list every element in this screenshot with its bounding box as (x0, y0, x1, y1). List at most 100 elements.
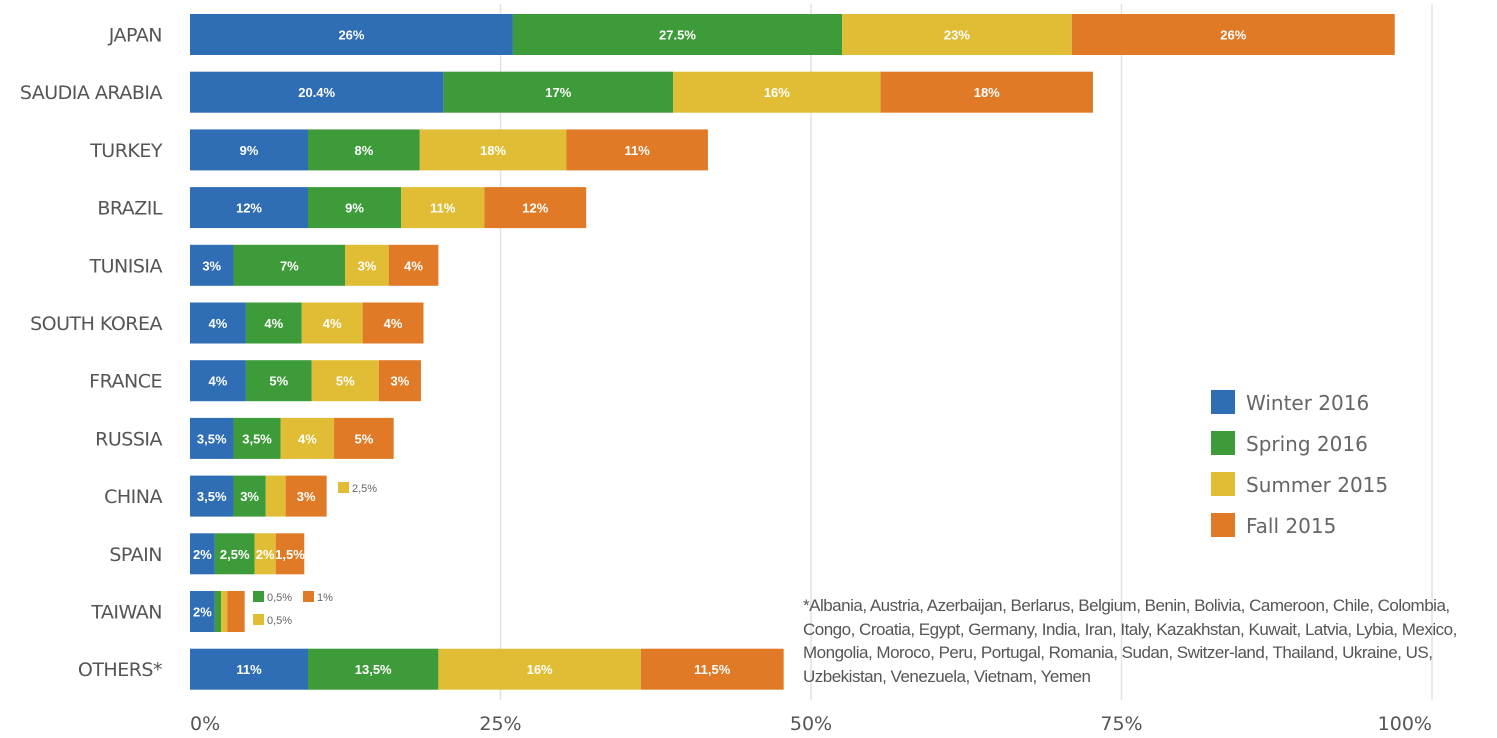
bar-segment (378, 360, 422, 402)
bar-segment (190, 417, 234, 459)
bar-segment (190, 591, 215, 632)
data-label: 11% (430, 201, 456, 216)
bar-segment (388, 244, 439, 286)
category-label: TAIWAN (90, 602, 162, 624)
category-label: SOUTH KOREA (30, 313, 162, 335)
x-tick-label: 75% (1100, 713, 1142, 735)
data-label: 3,5% (197, 431, 227, 446)
bar-segment (245, 360, 312, 402)
footnote: *Albania, Austria, Azerbaijan, Berlarus,… (803, 596, 1457, 686)
data-label: 16% (527, 662, 553, 677)
annotation-swatch (338, 482, 349, 493)
category-label: BRAZIL (97, 198, 163, 220)
bar-segment (190, 244, 234, 286)
legend-swatch (1211, 472, 1235, 496)
bar-segment (438, 648, 641, 690)
data-label: 2% (193, 605, 212, 620)
legend-item: Winter 2016 (1246, 391, 1369, 415)
bar-segment (345, 244, 389, 286)
data-label: 18% (480, 143, 506, 158)
data-label: 4% (298, 431, 317, 446)
legend-swatch (1211, 390, 1235, 414)
data-label: 17% (545, 85, 571, 100)
category-label: TURKEY (89, 140, 163, 162)
data-label: 4% (209, 374, 228, 389)
bar-segment (265, 475, 286, 517)
bar-segment (190, 14, 513, 55)
data-label: 3% (390, 374, 409, 389)
bar-segment (214, 533, 255, 575)
data-label: 3,5% (242, 431, 272, 446)
bar-segment (443, 71, 674, 113)
bar-segment (254, 533, 276, 575)
data-label: 4% (323, 316, 342, 331)
x-tick-label: 0% (190, 713, 220, 735)
data-label: 23% (944, 28, 970, 43)
data-label: 2,5% (220, 547, 250, 562)
data-label: 26% (338, 28, 364, 43)
bar-segment (190, 302, 246, 344)
bar-segment (307, 187, 402, 229)
legend-item: Spring 2016 (1246, 432, 1368, 456)
bar-segment (233, 475, 266, 517)
bar-segment (245, 302, 302, 344)
legend-swatch (1211, 513, 1235, 537)
data-label: 11% (236, 662, 262, 677)
data-label: 3,5% (197, 489, 227, 504)
bar-segment (1071, 14, 1395, 55)
data-label: 3% (297, 489, 316, 504)
bar-segment (311, 360, 379, 402)
x-tick-label: 25% (479, 713, 521, 735)
data-label: 3% (240, 489, 259, 504)
data-label: 27.5% (659, 28, 696, 43)
category-label: CHINA (104, 486, 162, 508)
data-label: 20.4% (298, 85, 335, 100)
data-label: 11% (624, 143, 650, 158)
bar-segment (190, 648, 308, 690)
category-label: TUNISIA (89, 255, 163, 277)
legend-swatch (1211, 431, 1235, 455)
legend-item: Summer 2015 (1246, 473, 1388, 497)
bar-segment (190, 475, 234, 517)
data-label: 12% (522, 201, 548, 216)
legend-item: Fall 2015 (1246, 514, 1336, 538)
bar-segment (275, 533, 305, 575)
bar-segment (362, 302, 424, 344)
category-label: SPAIN (109, 544, 162, 566)
data-label: 8% (354, 143, 373, 158)
annotation-swatch (303, 591, 314, 602)
bar-segment (640, 648, 784, 690)
data-label: 5% (354, 431, 373, 446)
data-label: 4% (404, 258, 423, 273)
bar-segment (190, 129, 308, 171)
data-label: 12% (236, 201, 262, 216)
x-tick-label: 50% (790, 713, 832, 735)
bar-segment (334, 417, 394, 459)
bar-segment (280, 417, 335, 459)
data-label: 3% (358, 258, 377, 273)
bar-segment (285, 475, 327, 517)
data-label: 3% (202, 258, 221, 273)
bar-segment (190, 71, 444, 113)
bar-segment (214, 591, 222, 632)
data-label: 9% (345, 201, 364, 216)
data-label: 2% (193, 547, 212, 562)
bar-segment (401, 187, 485, 229)
data-label: 16% (764, 85, 790, 100)
annotation-label: 0,5% (267, 592, 292, 604)
bar-segment (307, 129, 420, 171)
data-label: 5% (336, 374, 355, 389)
data-label: 5% (269, 374, 288, 389)
bar-segment (233, 417, 281, 459)
annotation-swatch (253, 614, 264, 625)
bar-segment (880, 71, 1093, 113)
bar-segment (190, 360, 246, 402)
data-label: 4% (209, 316, 228, 331)
annotation-swatch (253, 591, 264, 602)
data-label: 13,5% (355, 662, 392, 677)
category-label: FRANCE (89, 371, 162, 393)
data-label: 4% (264, 316, 283, 331)
bar-segment (512, 14, 843, 55)
bar-segment (842, 14, 1072, 55)
